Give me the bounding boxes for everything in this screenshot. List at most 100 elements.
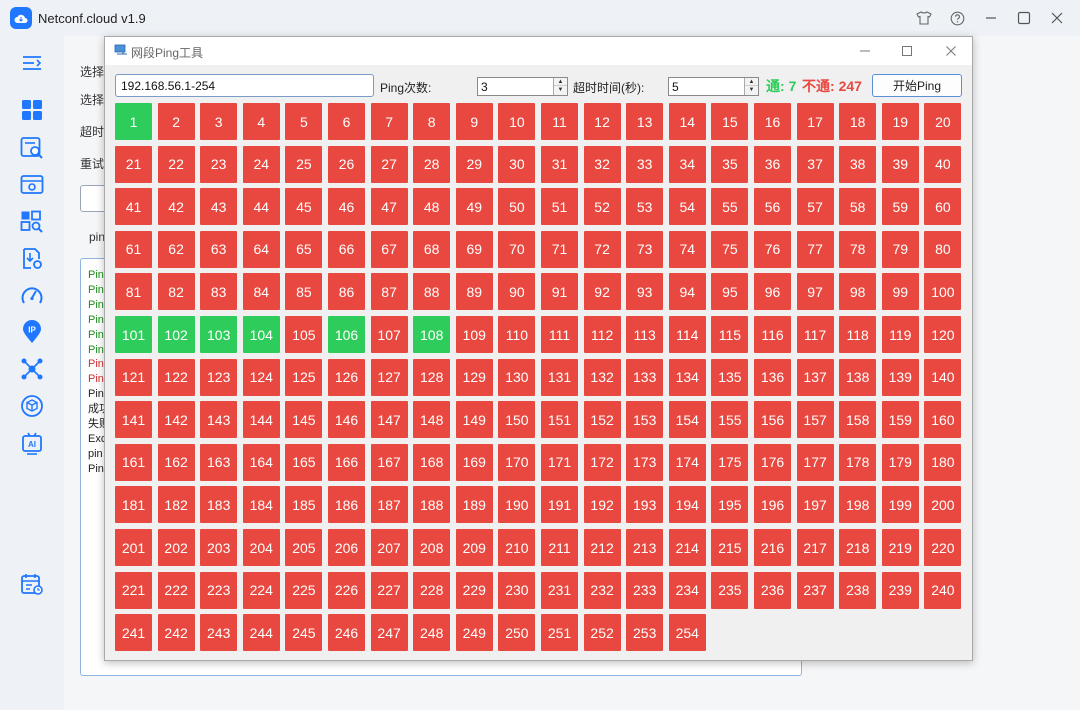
host-cell-93[interactable]: 93 (626, 273, 664, 311)
host-cell-183[interactable]: 183 (200, 486, 238, 524)
host-cell-20[interactable]: 20 (924, 103, 962, 140)
host-cell-109[interactable]: 109 (455, 316, 493, 353)
host-cell-72[interactable]: 72 (583, 230, 621, 268)
timeout-stepper[interactable]: 5 ▲ ▼ (668, 77, 759, 96)
host-cell-69[interactable]: 69 (455, 230, 493, 268)
host-cell-142[interactable]: 142 (157, 401, 195, 439)
host-cell-193[interactable]: 193 (626, 486, 664, 524)
host-cell-135[interactable]: 135 (711, 358, 749, 396)
host-cell-100[interactable]: 100 (924, 273, 962, 311)
host-cell-133[interactable]: 133 (626, 358, 664, 396)
host-cell-222[interactable]: 222 (157, 571, 195, 609)
host-cell-177[interactable]: 177 (796, 443, 834, 481)
host-cell-239[interactable]: 239 (881, 571, 919, 609)
host-cell-215[interactable]: 215 (711, 529, 749, 566)
timeout-down-icon[interactable]: ▼ (748, 87, 755, 93)
host-cell-151[interactable]: 151 (541, 401, 578, 439)
host-cell-49[interactable]: 49 (455, 188, 493, 226)
host-cell-32[interactable]: 32 (583, 145, 621, 183)
host-cell-54[interactable]: 54 (668, 188, 706, 226)
host-cell-30[interactable]: 30 (498, 145, 536, 183)
host-cell-73[interactable]: 73 (626, 230, 664, 268)
host-cell-44[interactable]: 44 (242, 188, 280, 226)
host-cell-24[interactable]: 24 (242, 145, 280, 183)
host-cell-179[interactable]: 179 (881, 443, 919, 481)
host-cell-136[interactable]: 136 (754, 358, 791, 396)
host-cell-114[interactable]: 114 (668, 316, 706, 353)
host-cell-37[interactable]: 37 (796, 145, 834, 183)
close-icon[interactable] (1047, 8, 1067, 28)
host-cell-176[interactable]: 176 (754, 443, 791, 481)
host-cell-36[interactable]: 36 (754, 145, 791, 183)
host-cell-241[interactable]: 241 (115, 614, 152, 652)
host-cell-39[interactable]: 39 (881, 145, 919, 183)
host-cell-4[interactable]: 4 (242, 103, 280, 140)
host-cell-165[interactable]: 165 (285, 443, 323, 481)
host-cell-85[interactable]: 85 (285, 273, 323, 311)
host-cell-169[interactable]: 169 (455, 443, 493, 481)
host-cell-254[interactable]: 254 (668, 614, 706, 652)
host-cell-57[interactable]: 57 (796, 188, 834, 226)
host-cell-45[interactable]: 45 (285, 188, 323, 226)
host-cell-110[interactable]: 110 (498, 316, 536, 353)
host-cell-164[interactable]: 164 (242, 443, 280, 481)
host-cell-175[interactable]: 175 (711, 443, 749, 481)
host-cell-160[interactable]: 160 (924, 401, 962, 439)
host-cell-248[interactable]: 248 (413, 614, 451, 652)
host-cell-46[interactable]: 46 (328, 188, 365, 226)
host-cell-8[interactable]: 8 (413, 103, 451, 140)
host-cell-43[interactable]: 43 (200, 188, 238, 226)
host-cell-28[interactable]: 28 (413, 145, 451, 183)
host-cell-189[interactable]: 189 (455, 486, 493, 524)
host-cell-90[interactable]: 90 (498, 273, 536, 311)
host-cell-207[interactable]: 207 (370, 529, 408, 566)
host-cell-235[interactable]: 235 (711, 571, 749, 609)
host-cell-143[interactable]: 143 (200, 401, 238, 439)
host-cell-211[interactable]: 211 (541, 529, 578, 566)
dialog-maximize-icon[interactable] (897, 41, 917, 61)
host-cell-145[interactable]: 145 (285, 401, 323, 439)
host-cell-101[interactable]: 101 (115, 316, 152, 353)
host-cell-199[interactable]: 199 (881, 486, 919, 524)
host-cell-125[interactable]: 125 (285, 358, 323, 396)
host-cell-245[interactable]: 245 (285, 614, 323, 652)
host-cell-246[interactable]: 246 (328, 614, 365, 652)
host-cell-119[interactable]: 119 (881, 316, 919, 353)
package-icon[interactable] (20, 394, 44, 418)
host-cell-115[interactable]: 115 (711, 316, 749, 353)
host-cell-149[interactable]: 149 (455, 401, 493, 439)
host-cell-153[interactable]: 153 (626, 401, 664, 439)
host-cell-29[interactable]: 29 (455, 145, 493, 183)
host-cell-161[interactable]: 161 (115, 443, 152, 481)
host-cell-230[interactable]: 230 (498, 571, 536, 609)
host-cell-238[interactable]: 238 (839, 571, 877, 609)
host-cell-247[interactable]: 247 (370, 614, 408, 652)
host-cell-204[interactable]: 204 (242, 529, 280, 566)
host-cell-251[interactable]: 251 (541, 614, 578, 652)
dialog-close-icon[interactable] (941, 41, 961, 61)
host-cell-162[interactable]: 162 (157, 443, 195, 481)
host-cell-127[interactable]: 127 (370, 358, 408, 396)
host-cell-91[interactable]: 91 (541, 273, 578, 311)
host-cell-80[interactable]: 80 (924, 230, 962, 268)
device-search-icon[interactable] (20, 136, 44, 160)
host-cell-27[interactable]: 27 (370, 145, 408, 183)
host-cell-190[interactable]: 190 (498, 486, 536, 524)
host-cell-214[interactable]: 214 (668, 529, 706, 566)
host-cell-31[interactable]: 31 (541, 145, 578, 183)
host-cell-74[interactable]: 74 (668, 230, 706, 268)
host-cell-15[interactable]: 15 (711, 103, 749, 140)
host-cell-83[interactable]: 83 (200, 273, 238, 311)
speed-icon[interactable] (20, 284, 44, 308)
host-cell-3[interactable]: 3 (200, 103, 238, 140)
collapse-menu-icon[interactable] (20, 51, 44, 75)
host-cell-56[interactable]: 56 (754, 188, 791, 226)
host-cell-220[interactable]: 220 (924, 529, 962, 566)
host-cell-195[interactable]: 195 (711, 486, 749, 524)
host-cell-203[interactable]: 203 (200, 529, 238, 566)
host-cell-157[interactable]: 157 (796, 401, 834, 439)
host-cell-206[interactable]: 206 (328, 529, 365, 566)
host-cell-7[interactable]: 7 (370, 103, 408, 140)
host-cell-78[interactable]: 78 (839, 230, 877, 268)
host-cell-14[interactable]: 14 (668, 103, 706, 140)
